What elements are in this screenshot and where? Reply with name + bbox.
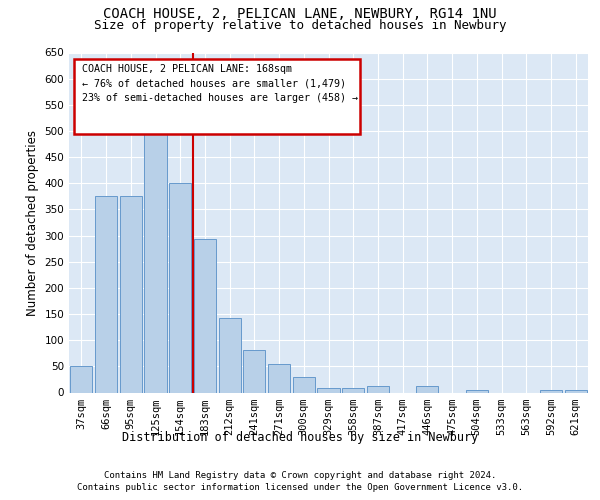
Text: COACH HOUSE, 2, PELICAN LANE, NEWBURY, RG14 1NU: COACH HOUSE, 2, PELICAN LANE, NEWBURY, R… [103, 8, 497, 22]
Bar [540, 390, 562, 392]
Bar [342, 388, 364, 392]
Bar [145, 124, 167, 392]
Bar [416, 386, 439, 392]
Bar [293, 377, 315, 392]
Bar [317, 388, 340, 392]
Bar [169, 184, 191, 392]
Text: Distribution of detached houses by size in Newbury: Distribution of detached houses by size … [122, 431, 478, 444]
Bar [74, 60, 359, 134]
Bar [119, 196, 142, 392]
Text: Contains public sector information licensed under the Open Government Licence v3: Contains public sector information licen… [77, 484, 523, 492]
Bar [243, 350, 265, 393]
Text: COACH HOUSE, 2 PELICAN LANE: 168sqm
← 76% of detached houses are smaller (1,479): COACH HOUSE, 2 PELICAN LANE: 168sqm ← 76… [82, 64, 358, 103]
Y-axis label: Number of detached properties: Number of detached properties [26, 130, 39, 316]
Bar [194, 239, 216, 392]
Bar [218, 318, 241, 392]
Bar [565, 390, 587, 392]
Bar [70, 366, 92, 392]
Bar [268, 364, 290, 392]
Text: Contains HM Land Registry data © Crown copyright and database right 2024.: Contains HM Land Registry data © Crown c… [104, 471, 496, 480]
Bar [95, 196, 117, 392]
Bar [466, 390, 488, 392]
Bar [367, 386, 389, 392]
Text: Size of property relative to detached houses in Newbury: Size of property relative to detached ho… [94, 19, 506, 32]
